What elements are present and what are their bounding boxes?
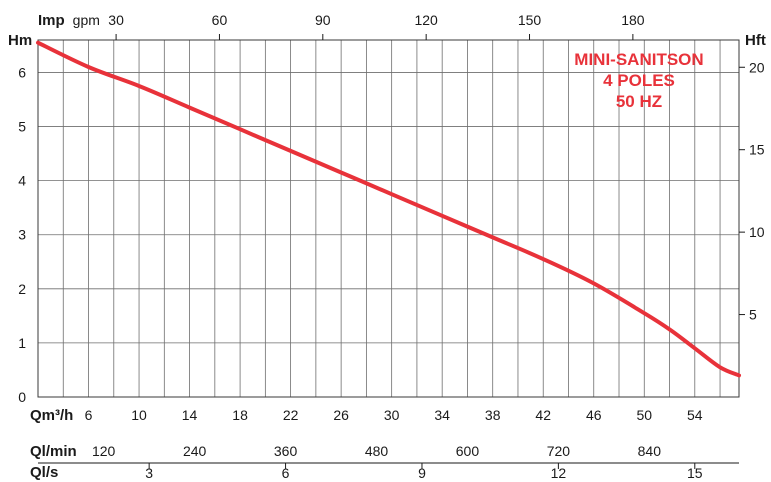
x-tick-label-m3h: 34 xyxy=(434,407,450,423)
chart-title-line-2: 4 POLES xyxy=(603,71,675,90)
pump-curve-line xyxy=(36,40,741,378)
x-tick-label-ls: 6 xyxy=(282,465,290,481)
axis-name-imp: Imp xyxy=(38,12,65,29)
y-tick-label-hm: 1 xyxy=(18,335,26,351)
top-tick-label-gpm: 150 xyxy=(518,12,542,28)
x-tick-label-m3h: 14 xyxy=(182,407,198,423)
x-tick-label-ls: 15 xyxy=(687,465,703,481)
x-tick-label-lmin: 120 xyxy=(92,443,116,459)
top-tick-label-gpm: 90 xyxy=(315,12,331,28)
x-tick-label-m3h: 38 xyxy=(485,407,501,423)
top-tick-label-gpm: 120 xyxy=(414,12,438,28)
axis-name-imp-gpm: Imp gpm xyxy=(38,12,100,29)
y-tick-label-hm: 5 xyxy=(18,119,26,135)
x-tick-label-m3h: 42 xyxy=(535,407,551,423)
axis-name-hm: Hm xyxy=(8,32,32,49)
x-tick-label-m3h: 10 xyxy=(131,407,147,423)
axis-name-ql-s: Ql/s xyxy=(30,464,58,481)
y-tick-label-hft: 10 xyxy=(749,224,765,240)
y-tick-label-hm: 4 xyxy=(18,173,26,189)
x-tick-label-ls: 12 xyxy=(551,465,567,481)
axis-name-qm3h: Qm³/h xyxy=(30,407,73,424)
x-tick-label-lmin: 360 xyxy=(274,443,298,459)
top-tick-label-gpm: 180 xyxy=(621,12,645,28)
y-tick-label-hft: 20 xyxy=(749,59,765,75)
axis-name-ql-min: Ql/min xyxy=(30,443,77,460)
x-tick-label-m3h: 54 xyxy=(687,407,703,423)
curve-layer xyxy=(36,40,741,378)
grid-layer xyxy=(38,40,739,397)
axis-unit-gpm: gpm xyxy=(73,12,100,28)
y-tick-label-hm: 2 xyxy=(18,281,26,297)
x-tick-label-m3h: 30 xyxy=(384,407,400,423)
top-tick-label-gpm: 60 xyxy=(212,12,228,28)
x-tick-label-lmin: 600 xyxy=(456,443,480,459)
x-tick-label-m3h: 26 xyxy=(333,407,349,423)
x-tick-label-lmin: 240 xyxy=(183,443,207,459)
x-tick-label-m3h: 6 xyxy=(85,407,93,423)
x-tick-label-ls: 3 xyxy=(145,465,153,481)
x-tick-label-m3h: 46 xyxy=(586,407,602,423)
chart-title-line-1: MINI-SANITSON xyxy=(574,50,703,69)
x-tick-label-m3h: 50 xyxy=(636,407,652,423)
x-tick-label-lmin: 480 xyxy=(365,443,389,459)
x-tick-label-lmin: 840 xyxy=(638,443,662,459)
y-tick-label-hm: 3 xyxy=(18,227,26,243)
x-tick-label-lmin: 720 xyxy=(547,443,571,459)
x-tick-label-m3h: 22 xyxy=(283,407,299,423)
y-tick-label-hft: 5 xyxy=(749,307,757,323)
x-tick-label-ls: 9 xyxy=(418,465,426,481)
top-tick-label-gpm: 30 xyxy=(108,12,124,28)
chart-title-line-3: 50 HZ xyxy=(616,92,662,111)
y-tick-label-hft: 15 xyxy=(749,142,765,158)
axis-name-hft: Hft xyxy=(745,32,766,49)
x-tick-label-m3h: 18 xyxy=(232,407,248,423)
plot-frame xyxy=(37,39,740,398)
y-tick-label-hm: 0 xyxy=(18,389,26,405)
y-tick-label-hm: 6 xyxy=(18,64,26,80)
